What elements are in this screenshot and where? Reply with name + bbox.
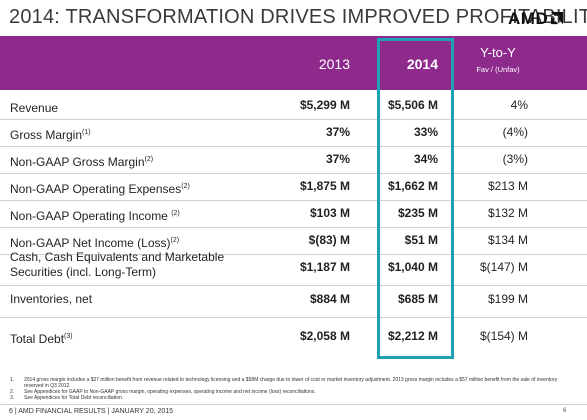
value-yty: 4% xyxy=(510,98,528,112)
value-2013: $(83) M xyxy=(308,233,350,247)
value-2014: $685 M xyxy=(397,292,438,306)
value-2014: 33% xyxy=(413,125,438,139)
row-divider xyxy=(0,119,587,120)
row-divider xyxy=(0,227,587,228)
value-2014: $51 M xyxy=(404,233,438,247)
row-label: Inventories, net xyxy=(10,292,93,306)
row-label: Non-GAAP Net Income (Loss)(2) xyxy=(10,236,180,250)
value-2014: $5,506 M xyxy=(387,98,438,112)
value-yty: (4%) xyxy=(502,125,528,139)
value-2014: $1,040 M xyxy=(387,260,438,274)
table-header-band xyxy=(0,36,587,90)
table-row: Cash, Cash Equivalents and Marketable Sec… xyxy=(0,250,587,286)
value-2013: $2,058 M xyxy=(299,329,350,343)
value-2013: $5,299 M xyxy=(299,98,350,112)
table-row: Revenue $5,299 M $5,506 M 4% xyxy=(0,92,587,120)
amd-arrow-icon xyxy=(551,12,564,25)
highlight-2014-column xyxy=(377,38,454,359)
table-row: Non-GAAP Operating Income (2) $103 M $23… xyxy=(0,200,587,228)
table-row: Non-GAAP Net Income (Loss)(2) $(83) M $5… xyxy=(0,227,587,255)
value-2014: $1,662 M xyxy=(387,179,438,193)
row-divider xyxy=(0,285,587,286)
table-row: Total Debt(3) $2,058 M $2,212 M $(154) M xyxy=(0,318,587,356)
table-row: Gross Margin(1) 37% 33% (4%) xyxy=(0,119,587,147)
value-yty: $199 M xyxy=(487,292,528,306)
value-2014: $2,212 M xyxy=(387,329,438,343)
row-label: Cash, Cash Equivalents and Marketable Sec… xyxy=(10,250,225,279)
amd-logo: AMD xyxy=(508,9,564,29)
footnote: 3. See Appendices for Total Debt reconcil… xyxy=(10,395,124,401)
value-2014: $235 M xyxy=(397,206,438,220)
page-number: 6 xyxy=(563,408,567,414)
value-2013: $103 M xyxy=(309,206,350,220)
value-2013: $1,187 M xyxy=(299,260,350,274)
value-2013: $1,875 M xyxy=(299,179,350,193)
table-row: Inventories, net $884 M $685 M $199 M xyxy=(0,286,587,318)
value-yty: $134 M xyxy=(487,233,528,247)
column-header-2014: 2014 xyxy=(406,56,438,72)
column-header-2013: 2013 xyxy=(318,56,350,72)
value-2013: 37% xyxy=(325,125,350,139)
logo-text: AMD xyxy=(508,9,549,28)
row-divider xyxy=(0,146,587,147)
row-label: Non-GAAP Operating Income (2) xyxy=(10,209,180,223)
value-2013: $884 M xyxy=(309,292,350,306)
row-divider xyxy=(0,317,587,318)
footnote: 2. See Appendices for GAAP to Non-GAAP gr… xyxy=(10,389,316,395)
footnotes: 1. 2014 gross margin includes a $27 milli… xyxy=(10,377,570,401)
value-yty: $(154) M xyxy=(479,329,528,343)
table-row: Non-GAAP Gross Margin(2) 37% 34% (3%) xyxy=(0,146,587,174)
row-divider xyxy=(0,173,587,174)
value-2013: 37% xyxy=(325,152,350,166)
value-yty: $213 M xyxy=(487,179,528,193)
table-row: Non-GAAP Operating Expenses(2) $1,875 M … xyxy=(0,173,587,201)
footer-text: 6 | AMD FINANCIAL RESULTS | JANUARY 20, … xyxy=(9,408,174,415)
footnote: 1. 2014 gross margin includes a $27 milli… xyxy=(10,377,558,389)
page-title: 2014: TRANSFORMATION DRIVES IMPROVED PRO… xyxy=(9,6,587,28)
row-label: Non-GAAP Operating Expenses(2) xyxy=(10,182,190,196)
value-yty: $132 M xyxy=(487,206,528,220)
row-divider xyxy=(0,254,587,255)
row-divider xyxy=(0,200,587,201)
row-label: Non-GAAP Gross Margin(2) xyxy=(10,155,154,169)
row-label: Total Debt(3) xyxy=(10,332,73,346)
value-yty: (3%) xyxy=(502,152,528,166)
value-yty: $(147) M xyxy=(479,260,528,274)
value-2014: 34% xyxy=(413,152,438,166)
footer-divider xyxy=(0,404,587,405)
column-header-yty-sub: Fav / (Unfav) xyxy=(476,65,520,74)
row-label: Revenue xyxy=(10,101,59,115)
column-header-yty: Y-to-Y xyxy=(480,45,516,60)
row-label: Gross Margin(1) xyxy=(10,128,91,142)
